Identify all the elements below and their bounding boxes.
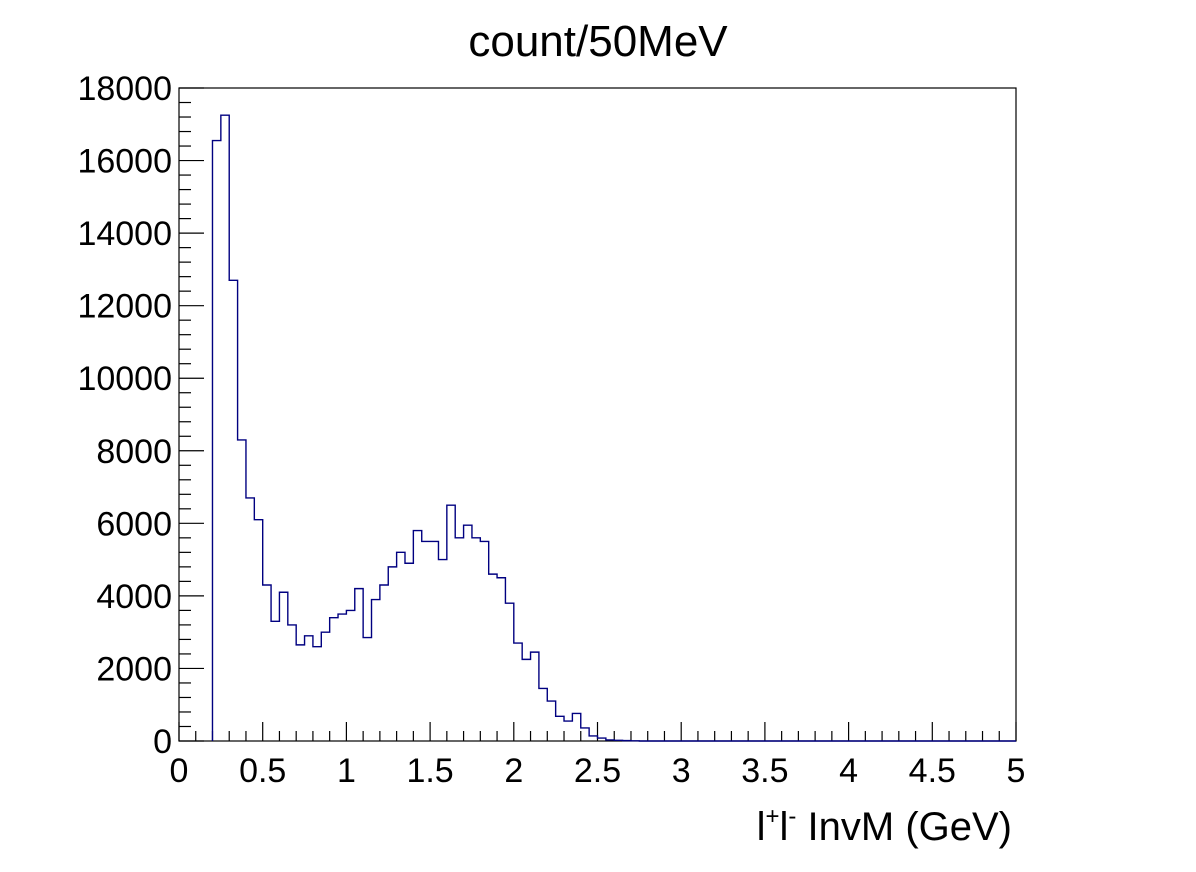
y-tick-label: 2000 xyxy=(96,650,172,688)
x-tick-label: 3 xyxy=(672,752,691,790)
y-axis-ticks xyxy=(179,87,204,742)
y-tick-label: 0 xyxy=(153,723,172,761)
x-axis-label-plus: + xyxy=(766,803,780,830)
x-axis-tick-labels: 0 0.5 1 1.5 2 2.5 3 3.5 4 4.5 5 xyxy=(170,752,1026,790)
x-axis-label: l+l- InvM (GeV) xyxy=(757,803,1012,849)
histogram-series-line xyxy=(211,114,1016,742)
y-tick-label: 16000 xyxy=(77,143,172,181)
x-tick-label: 3.5 xyxy=(741,752,788,790)
y-tick-label: 8000 xyxy=(96,433,172,471)
chart-title: count/50MeV xyxy=(468,17,728,66)
y-tick-label: 10000 xyxy=(77,360,172,398)
x-tick-label: 4.5 xyxy=(909,752,956,790)
x-axis-label-l2: l xyxy=(780,805,789,849)
x-axis-label-rest: InvM (GeV) xyxy=(796,805,1012,849)
x-tick-label: 2.5 xyxy=(574,752,621,790)
x-axis-label-minus: - xyxy=(788,803,796,830)
y-tick-label: 6000 xyxy=(96,505,172,543)
x-axis-ticks xyxy=(178,722,1017,741)
y-tick-label: 14000 xyxy=(77,215,172,253)
x-tick-label: 2 xyxy=(504,752,523,790)
x-tick-label: 1 xyxy=(337,752,356,790)
y-tick-label: 12000 xyxy=(77,288,172,326)
x-tick-label: 0 xyxy=(170,752,189,790)
y-tick-label: 4000 xyxy=(96,578,172,616)
x-tick-label: 4 xyxy=(839,752,858,790)
x-axis-label-l1: l xyxy=(757,805,766,849)
y-tick-label: 18000 xyxy=(77,70,172,108)
x-tick-label: 1.5 xyxy=(406,752,453,790)
x-tick-label: 5 xyxy=(1007,752,1026,790)
y-axis-tick-labels: 0 2000 4000 6000 8000 10000 12000 14000 16000 180… xyxy=(77,70,172,761)
x-tick-label: 0.5 xyxy=(239,752,286,790)
